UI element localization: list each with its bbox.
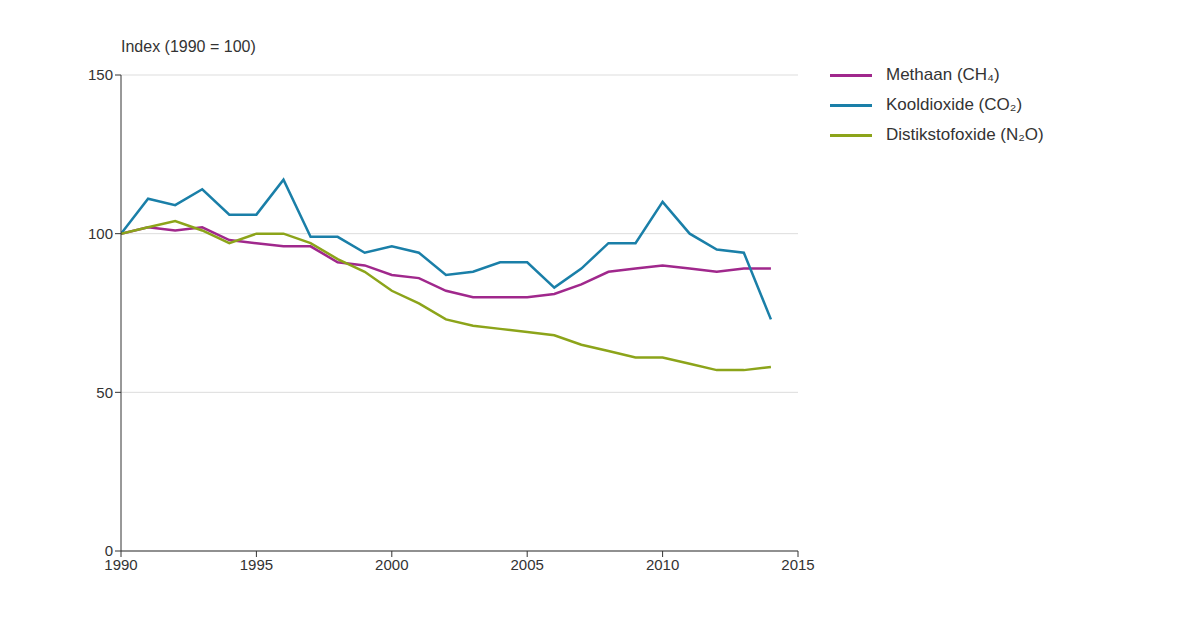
svg-text:150: 150 bbox=[88, 66, 113, 83]
svg-text:100: 100 bbox=[88, 225, 113, 242]
svg-text:2005: 2005 bbox=[511, 556, 544, 573]
svg-text:2010: 2010 bbox=[646, 556, 679, 573]
svg-text:2000: 2000 bbox=[375, 556, 408, 573]
html-text:Kooldioxide (CO₂): Kooldioxide (CO₂) bbox=[886, 95, 1022, 114]
svg-text:50: 50 bbox=[96, 384, 113, 401]
svg-text:1995: 1995 bbox=[240, 556, 273, 573]
html-text:Methaan (CH₄): Methaan (CH₄) bbox=[886, 65, 1000, 84]
svg-text:0: 0 bbox=[105, 542, 113, 559]
html-text:Index (1990 = 100): Index (1990 = 100) bbox=[121, 38, 256, 55]
svg-text:2015: 2015 bbox=[781, 556, 814, 573]
html-text:Distikstofoxide (N₂O): Distikstofoxide (N₂O) bbox=[886, 125, 1044, 144]
svg-text:1990: 1990 bbox=[104, 555, 138, 573]
